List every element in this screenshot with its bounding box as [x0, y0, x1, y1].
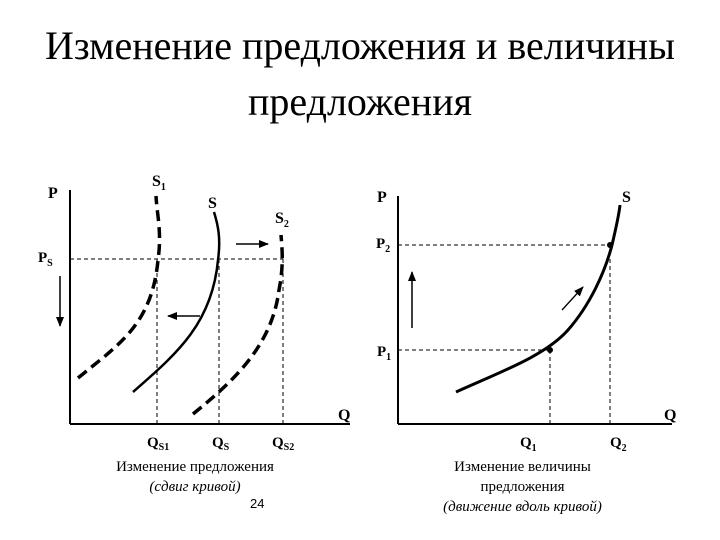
left-price-label: PS [38, 250, 53, 269]
supply-curve-s2 [191, 234, 284, 416]
label-qs2: QS2 [272, 435, 294, 453]
label-qs1: QS1 [147, 435, 169, 453]
label-s: S [208, 195, 217, 212]
page-number: 24 [250, 496, 265, 511]
left-caption-subtitle: (сдвиг кривой) [149, 479, 241, 495]
title-line-1: Изменение предложения и величины [45, 23, 675, 68]
right-p-axis-label: P [377, 189, 387, 206]
label-q2: Q2 [610, 435, 627, 454]
point-p1-q1 [547, 347, 553, 353]
right-caption: Изменение величины предложения (движение… [405, 457, 640, 517]
left-p-axis-label: P [48, 185, 58, 202]
supply-curve-s [132, 211, 221, 393]
label-s1: S1 [152, 173, 166, 193]
label-s2: S2 [275, 210, 289, 230]
right-q-axis-label: Q [664, 407, 676, 424]
label-qs: QS [212, 435, 230, 453]
point-p2-q2 [607, 242, 613, 248]
label-p2: P2 [376, 236, 390, 255]
slide-title: Изменение предложения и величины предлож… [0, 18, 720, 130]
right-diagram: P S Q P2 P1 Q1 Q2 [376, 189, 676, 454]
left-caption: Изменение предложения (сдвиг кривой) [70, 457, 320, 497]
right-caption-line2: предложения [480, 479, 565, 495]
movement-along-arrow [561, 286, 584, 311]
left-diagram: P Q PS S1 S S2 QS1 QS QS2 [38, 173, 350, 453]
label-p1: P1 [377, 344, 391, 363]
left-caption-title: Изменение предложения [116, 459, 274, 475]
supply-curve-s1 [76, 195, 162, 380]
title-line-2: предложения [247, 79, 473, 124]
right-caption-title: Изменение величины [454, 459, 591, 475]
right-s-label: S [622, 189, 631, 206]
right-caption-subtitle: (движение вдоль кривой) [443, 499, 602, 515]
left-q-axis-label: Q [338, 407, 350, 424]
label-q1: Q1 [520, 435, 537, 454]
supply-curve-right [455, 204, 622, 394]
